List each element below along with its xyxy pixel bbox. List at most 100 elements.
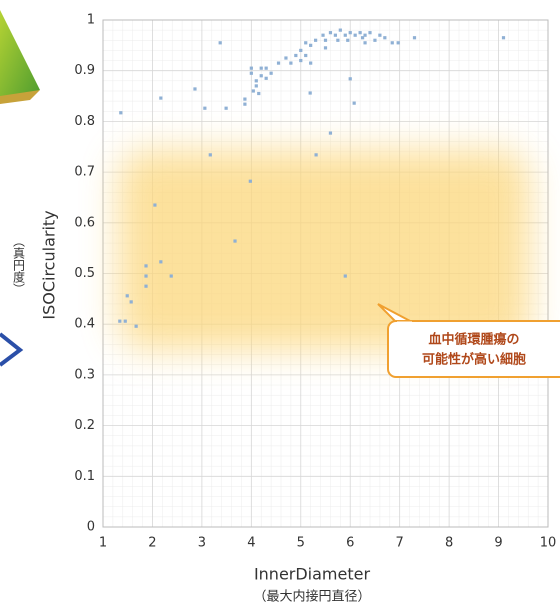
point: [324, 46, 327, 49]
point: [119, 111, 122, 114]
point: [378, 34, 381, 37]
point: [299, 49, 302, 52]
point: [383, 36, 386, 39]
point: [153, 203, 156, 206]
point: [353, 102, 356, 105]
x-tick-label: 9: [494, 536, 502, 551]
y-tick-label: 0.6: [74, 215, 95, 230]
y-tick-label: 0.4: [74, 317, 95, 332]
point: [270, 72, 273, 75]
y-tick-label: 0: [87, 520, 95, 535]
x-tick-label: 5: [297, 536, 305, 551]
y-tick-label: 0.1: [74, 469, 95, 484]
decoration-triangle: [0, 10, 40, 100]
point: [260, 67, 263, 70]
point: [413, 36, 416, 39]
point: [252, 89, 255, 92]
point: [144, 285, 147, 288]
point: [250, 67, 253, 70]
point: [170, 274, 173, 277]
point: [124, 320, 127, 323]
point: [339, 29, 342, 32]
y-tick-label: 0.5: [74, 266, 95, 281]
x-tick-label: 4: [247, 536, 255, 551]
point: [257, 92, 260, 95]
point: [344, 34, 347, 37]
point: [336, 39, 339, 42]
point: [334, 34, 337, 37]
point: [329, 131, 332, 134]
point: [309, 91, 312, 94]
point: [324, 39, 327, 42]
decoration-arrow: [0, 334, 20, 365]
point: [159, 96, 162, 99]
point: [304, 41, 307, 44]
point: [502, 36, 505, 39]
point: [329, 31, 332, 34]
point: [315, 153, 318, 156]
point: [309, 44, 312, 47]
chart: （真円度） ISOCircularity InnerDiameter （最大内接…: [0, 0, 560, 606]
x-axis-label: InnerDiameter: [254, 565, 371, 584]
x-axis-sublabel: （最大内接円直径）: [253, 589, 370, 605]
point: [289, 61, 292, 64]
y-tick-label: 0.3: [74, 367, 95, 382]
point: [363, 41, 366, 44]
point: [391, 41, 394, 44]
point: [193, 87, 196, 90]
x-tick-label: 6: [346, 536, 354, 551]
point: [243, 103, 246, 106]
point: [144, 274, 147, 277]
point: [368, 31, 371, 34]
point: [243, 97, 246, 100]
y-tick-label: 0.7: [74, 165, 95, 180]
point: [209, 153, 212, 156]
point: [314, 39, 317, 42]
y-tick-label: 1: [87, 13, 95, 28]
point: [363, 34, 366, 37]
point: [135, 325, 138, 328]
x-tick-label: 8: [445, 536, 453, 551]
point: [309, 61, 312, 64]
point: [265, 77, 268, 80]
point: [299, 59, 302, 62]
x-tick-label: 3: [198, 536, 206, 551]
point: [260, 74, 263, 77]
x-tick-label: 1: [99, 536, 107, 551]
point: [346, 39, 349, 42]
callout-text: 可能性が高い細胞: [422, 352, 526, 368]
point: [255, 84, 258, 87]
x-tick-label: 2: [148, 536, 156, 551]
point: [294, 54, 297, 57]
point: [118, 320, 121, 323]
point: [265, 67, 268, 70]
point: [126, 294, 129, 297]
point: [159, 260, 162, 263]
x-tick-label: 10: [540, 536, 557, 551]
point: [373, 39, 376, 42]
point: [225, 107, 228, 110]
point: [359, 31, 362, 34]
y-axis-label: ISOCircularity: [40, 210, 59, 319]
y-tick-label: 0.9: [74, 63, 95, 78]
point: [249, 180, 252, 183]
point: [255, 79, 258, 82]
x-tick-label: 7: [396, 536, 404, 551]
callout-text: 血中循環腫瘍の: [428, 332, 519, 348]
point: [219, 41, 222, 44]
point: [344, 274, 347, 277]
callout-box: [388, 321, 560, 377]
point: [233, 239, 236, 242]
y-axis-sublabel: （真円度）: [12, 235, 26, 295]
point: [349, 31, 352, 34]
point: [144, 264, 147, 267]
point: [250, 72, 253, 75]
point: [349, 77, 352, 80]
point: [277, 61, 280, 64]
point: [321, 34, 324, 37]
point: [284, 56, 287, 59]
point: [130, 300, 133, 303]
point: [203, 107, 206, 110]
y-tick-label: 0.2: [74, 418, 95, 433]
point: [354, 34, 357, 37]
